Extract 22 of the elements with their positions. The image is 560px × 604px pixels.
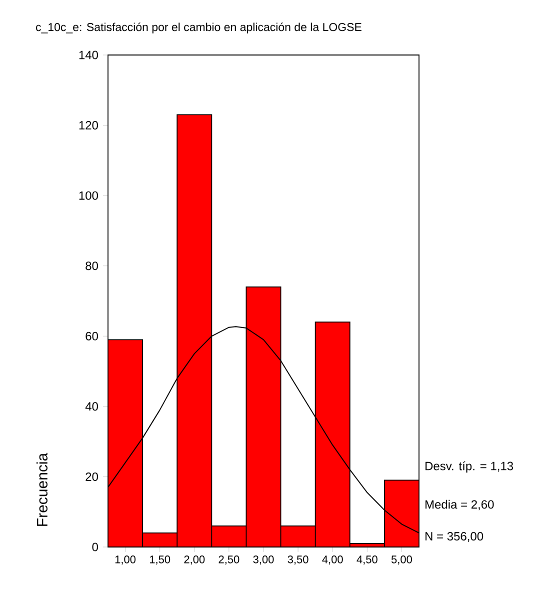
chart-title: c_10c_e: Satisfacción por el cambio en aplicación de la LOGSE <box>36 22 362 34</box>
y-tick-label: 80 <box>86 262 98 270</box>
x-tick-label: 4,50 <box>356 556 378 565</box>
y-tick-label: 60 <box>86 332 98 340</box>
x-tick-label: 3,00 <box>253 556 274 565</box>
y-tick-label: 100 <box>79 191 98 200</box>
x-tick-label: 2,00 <box>184 556 205 565</box>
y-tick-label: 140 <box>79 50 98 60</box>
x-tick-label: 1,50 <box>150 556 170 565</box>
y-axis-title: Frecuencia <box>36 452 48 526</box>
x-tick-label: 3,50 <box>288 556 308 565</box>
x-tick-label: 2,50 <box>218 556 240 565</box>
y-tick-label: 40 <box>85 402 98 411</box>
y-tick-label: 20 <box>86 472 98 481</box>
x-tick-label: 1,00 <box>115 556 136 565</box>
text: Desv. típ. = 1,13 <box>426 461 514 473</box>
text: Media = 2,60 <box>426 500 494 510</box>
text: N = 356,00 <box>426 532 484 542</box>
x-tick-label: 5,00 <box>391 556 412 565</box>
x-tick-label: 4,00 <box>322 556 343 565</box>
y-tick-label: 120 <box>79 121 98 130</box>
y-tick-label: 0 <box>92 542 98 552</box>
